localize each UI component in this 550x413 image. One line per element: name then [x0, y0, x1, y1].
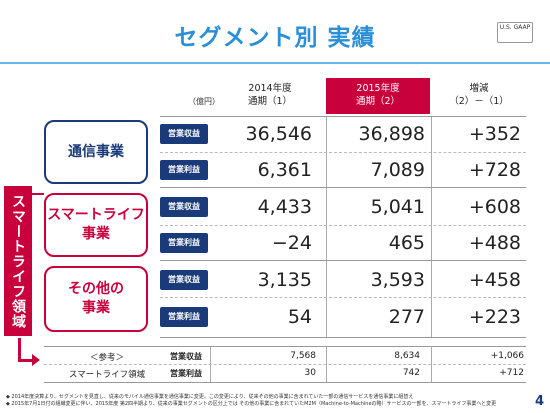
revenue-label: 営業収益: [170, 352, 202, 361]
column-divider: [326, 116, 327, 338]
revenue-badge: 営業収益: [160, 124, 208, 144]
unit-label: （億円）: [188, 97, 220, 106]
column-header-fy2015: 2015年度 通期（2）: [326, 78, 430, 114]
table-cell: +728: [468, 159, 521, 181]
table-cell: 8,634: [394, 351, 420, 361]
revenue-badge: 営業収益: [160, 197, 208, 217]
table-cell: 742: [402, 368, 420, 378]
column-divider: [431, 346, 432, 382]
segment-name: 通信事業: [68, 143, 124, 160]
table-cell: −24: [271, 232, 312, 254]
table-rule: [160, 152, 526, 153]
table-rule: [160, 297, 526, 298]
table-cell: 4,433: [257, 196, 312, 218]
smart-life-domain-label: スマートライフ領域: [4, 186, 32, 336]
table-rule: [160, 187, 526, 188]
footnotes: ◆ 2014年度決算より、セグメントを見直し、従来のモバイル通信事業を通信事業に…: [6, 394, 520, 408]
revenue-badge: 営業収益: [160, 270, 208, 290]
arrow-stem: [18, 338, 21, 362]
table-cell: 7,568: [290, 351, 316, 361]
profit-badge: 営業利益: [160, 160, 208, 180]
table-rule: [44, 382, 526, 383]
arrow-stem: [18, 359, 32, 362]
segment-name: その他の: [68, 281, 124, 297]
column-divider: [210, 346, 211, 382]
footnote: ◆ 2015年7月1日付の組織変更に伴い、2015年度 第2四半期より、従来の事…: [6, 401, 497, 407]
segment-smart-life: スマートライフ 事業: [44, 193, 148, 257]
table-cell: +1,066: [490, 351, 524, 361]
table-cell: +608: [468, 196, 521, 218]
title-divider: [0, 62, 550, 64]
table-cell: 30: [304, 368, 316, 378]
segment-name: 事業: [82, 300, 110, 316]
table-cell: +223: [468, 306, 521, 328]
table-rule: [44, 364, 526, 365]
arrow-right-icon: [32, 354, 40, 366]
table-cell: 54: [287, 306, 312, 328]
table-rule: [160, 116, 526, 117]
column-header-line1: 増減: [469, 83, 489, 94]
profit-badge: 営業利益: [160, 307, 208, 327]
column-divider: [431, 116, 432, 338]
profit-badge: 営業利益: [160, 233, 208, 253]
table-cell: 36,898: [358, 123, 425, 145]
table-cell: +352: [468, 123, 521, 145]
table-rule: [44, 346, 526, 347]
table-cell: 465: [388, 232, 425, 254]
table-cell: +488: [468, 232, 521, 254]
segment-name: スマートライフ: [47, 207, 145, 223]
segment-other: その他の 事業: [44, 266, 148, 332]
table-rule: [160, 260, 526, 261]
table-cell: 6,361: [257, 159, 312, 181]
column-header-line2: 通期（1）: [247, 96, 293, 107]
bracket-line: [32, 193, 44, 195]
column-header-change: 増減 （2）－（1）: [432, 78, 526, 114]
table-cell: 5,041: [370, 196, 425, 218]
column-header-line1: 2015年度: [356, 83, 400, 94]
segment-name: 事業: [82, 226, 110, 242]
profit-label: 営業利益: [170, 369, 202, 378]
column-divider: [326, 346, 327, 382]
table-cell: 3,135: [257, 269, 312, 291]
table-cell: +712: [499, 368, 524, 378]
table-rule: [160, 225, 526, 226]
table-cell: 7,089: [370, 159, 425, 181]
column-header-line1: 2014年度: [248, 83, 292, 94]
table-cell: 36,546: [245, 123, 312, 145]
column-header-line2: 通期（2）: [355, 96, 401, 107]
page-number: 4: [535, 394, 545, 409]
table-cell: 3,593: [370, 269, 425, 291]
table-cell: 277: [388, 306, 425, 328]
page-title: セグメント別 実績: [174, 25, 376, 51]
column-header-line2: （2）－（1）: [449, 96, 509, 107]
reference-label: ＜参考＞: [89, 353, 124, 363]
column-header-fy2014: 2014年度 通期（1）: [220, 78, 320, 114]
table-cell: +458: [468, 269, 521, 291]
segment-telecom: 通信事業: [44, 120, 148, 184]
gaap-badge: U.S. GAAP: [497, 22, 533, 43]
table-rule: [160, 337, 526, 338]
footnote: ◆ 2014年度決算より、セグメントを見直し、従来のモバイル通信事業を通信事業に…: [6, 394, 414, 400]
reference-label: スマートライフ領域: [68, 370, 146, 380]
